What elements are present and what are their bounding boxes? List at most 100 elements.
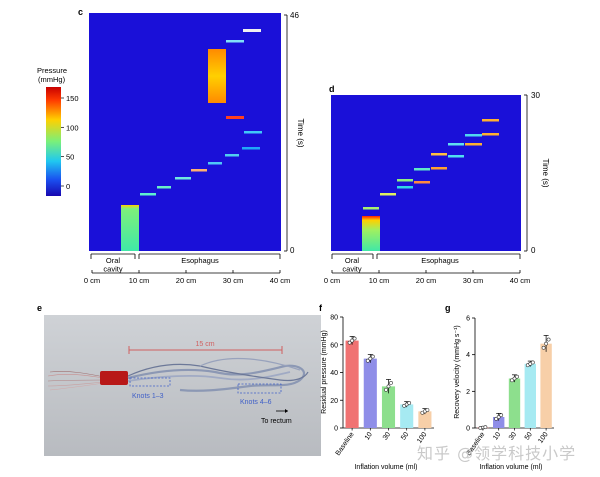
heatmap-d-time-min: 0 bbox=[531, 246, 536, 255]
bar bbox=[418, 411, 432, 428]
colorbar-unit: (mmHg) bbox=[38, 75, 66, 84]
heatmap-c-trace bbox=[140, 193, 156, 196]
data-point bbox=[541, 345, 546, 350]
category-label: 50 bbox=[524, 431, 534, 441]
heatmap-d-trace bbox=[414, 168, 430, 171]
chart-g-xlabel: Inflation volume (ml) bbox=[479, 464, 542, 471]
data-point bbox=[494, 416, 499, 421]
bar bbox=[363, 358, 377, 428]
watermark: 知乎 @领学科技小学 bbox=[417, 444, 577, 463]
category-label: 10 bbox=[364, 431, 374, 441]
data-point bbox=[370, 354, 375, 359]
colorbar-ticks: 150 100 50 0 bbox=[61, 94, 79, 191]
panel-d-letter: d bbox=[329, 84, 335, 94]
x-tick-label: 40 cm bbox=[270, 276, 290, 285]
heatmap-c-x-ticks: 0 cm 10 cm 20 cm 30 cm 40 cm bbox=[84, 270, 290, 285]
heatmap-d-oral-label: Oral cavity bbox=[342, 256, 361, 274]
data-point bbox=[368, 356, 373, 361]
y-tick-label: 80 bbox=[330, 315, 338, 322]
heatmap-c-trace bbox=[191, 169, 207, 172]
bar bbox=[400, 404, 414, 428]
category-label: 30 bbox=[382, 431, 392, 441]
panel-g-letter: g bbox=[445, 303, 451, 313]
chart-g-ylabel: Recovery velocity (mmHg s⁻¹) bbox=[454, 325, 461, 419]
category-label: 30 bbox=[508, 431, 518, 441]
data-point bbox=[546, 337, 551, 342]
x-tick-label: 20 cm bbox=[176, 276, 196, 285]
x-tick-label: 40 cm bbox=[510, 276, 530, 285]
heatmap-d-trace bbox=[465, 143, 482, 146]
chart-f-ylabel: Residual pressure (mmHg) bbox=[321, 330, 328, 414]
heatmap-d-time-label: Time (s) bbox=[541, 158, 550, 187]
heatmap-d-trace bbox=[397, 186, 413, 189]
colorbar-tick-label: 50 bbox=[66, 153, 74, 162]
heatmap-d bbox=[331, 95, 521, 251]
heatmap-d-trace bbox=[482, 119, 499, 122]
data-point bbox=[386, 384, 391, 389]
heatmap-c-time-min: 0 bbox=[290, 246, 295, 255]
data-point bbox=[407, 401, 412, 405]
bar bbox=[508, 378, 521, 428]
y-tick-label: 2 bbox=[466, 389, 470, 396]
heatmap-c-trace bbox=[175, 177, 191, 180]
heatmap-c-trace bbox=[157, 186, 171, 189]
knots-4-6-label: Knots 4–6 bbox=[240, 399, 272, 406]
heatmap-c-trace bbox=[242, 147, 260, 150]
y-tick-label: 0 bbox=[334, 426, 338, 433]
heatmap-d-trace bbox=[448, 143, 464, 146]
y-tick-label: 60 bbox=[330, 342, 338, 349]
bar bbox=[345, 340, 359, 428]
data-point bbox=[499, 413, 504, 418]
y-tick-label: 20 bbox=[330, 398, 338, 405]
data-point bbox=[512, 376, 517, 381]
heatmap-d-trace bbox=[482, 133, 499, 136]
x-tick-label: 20 cm bbox=[416, 276, 436, 285]
x-tick-label: 0 cm bbox=[84, 276, 100, 285]
knots-1-3-label: Knots 1–3 bbox=[132, 393, 164, 400]
panel-c-letter: c bbox=[78, 7, 83, 17]
category-label: 50 bbox=[400, 431, 410, 441]
heatmap-c-trace bbox=[225, 154, 239, 157]
heatmap-c-time-label: Time (s) bbox=[296, 118, 305, 147]
heatmap-d-trace bbox=[431, 167, 447, 170]
y-tick-label: 0 bbox=[466, 426, 470, 433]
x-tick-label: 30 cm bbox=[463, 276, 483, 285]
heatmap-c-esophagus-label: Esophagus bbox=[181, 256, 219, 265]
scale-bar-label: 15 cm bbox=[195, 341, 214, 348]
data-point bbox=[425, 408, 430, 412]
data-point bbox=[510, 378, 514, 383]
heatmap-c-oral-column bbox=[121, 205, 139, 251]
heatmap-c-time-max: 46 bbox=[290, 11, 299, 20]
knots-1-3-box bbox=[129, 377, 171, 387]
x-tick-label: 10 cm bbox=[369, 276, 389, 285]
heatmap-c-oral-label: Oral cavity bbox=[103, 256, 122, 274]
heatmap-d-trace bbox=[448, 155, 464, 158]
panel-f-letter: f bbox=[319, 303, 323, 313]
to-rectum-label: To rectum bbox=[261, 418, 292, 425]
data-point bbox=[515, 374, 519, 379]
y-tick-label: 6 bbox=[466, 316, 470, 323]
data-point bbox=[350, 338, 355, 343]
x-tick-label: 10 cm bbox=[129, 276, 149, 285]
colorbar bbox=[46, 87, 61, 196]
heatmap-c-trace bbox=[208, 162, 222, 165]
y-tick-label: 40 bbox=[330, 370, 338, 377]
category-label: 10 bbox=[492, 431, 502, 441]
colorbar-tick-label: 150 bbox=[66, 94, 79, 103]
device-photo: 15 cm Knots 1–3 Knots 4–6 To rectum bbox=[44, 315, 321, 456]
colorbar-tick-label: 0 bbox=[66, 182, 70, 191]
data-point bbox=[352, 336, 357, 341]
heatmap-c-trace bbox=[244, 131, 262, 134]
heatmap-d-trace bbox=[414, 181, 430, 184]
heatmap-d-trace bbox=[431, 153, 447, 156]
chart-f-xlabel: Inflation volume (ml) bbox=[354, 464, 417, 471]
bar bbox=[524, 363, 536, 428]
heatmap-d-time-max: 30 bbox=[531, 91, 540, 100]
heatmap-d-oral-column bbox=[362, 216, 380, 251]
data-point bbox=[365, 358, 370, 363]
data-point bbox=[496, 415, 501, 419]
y-tick-label: 4 bbox=[466, 352, 470, 359]
x-tick-label: 0 cm bbox=[324, 276, 340, 285]
